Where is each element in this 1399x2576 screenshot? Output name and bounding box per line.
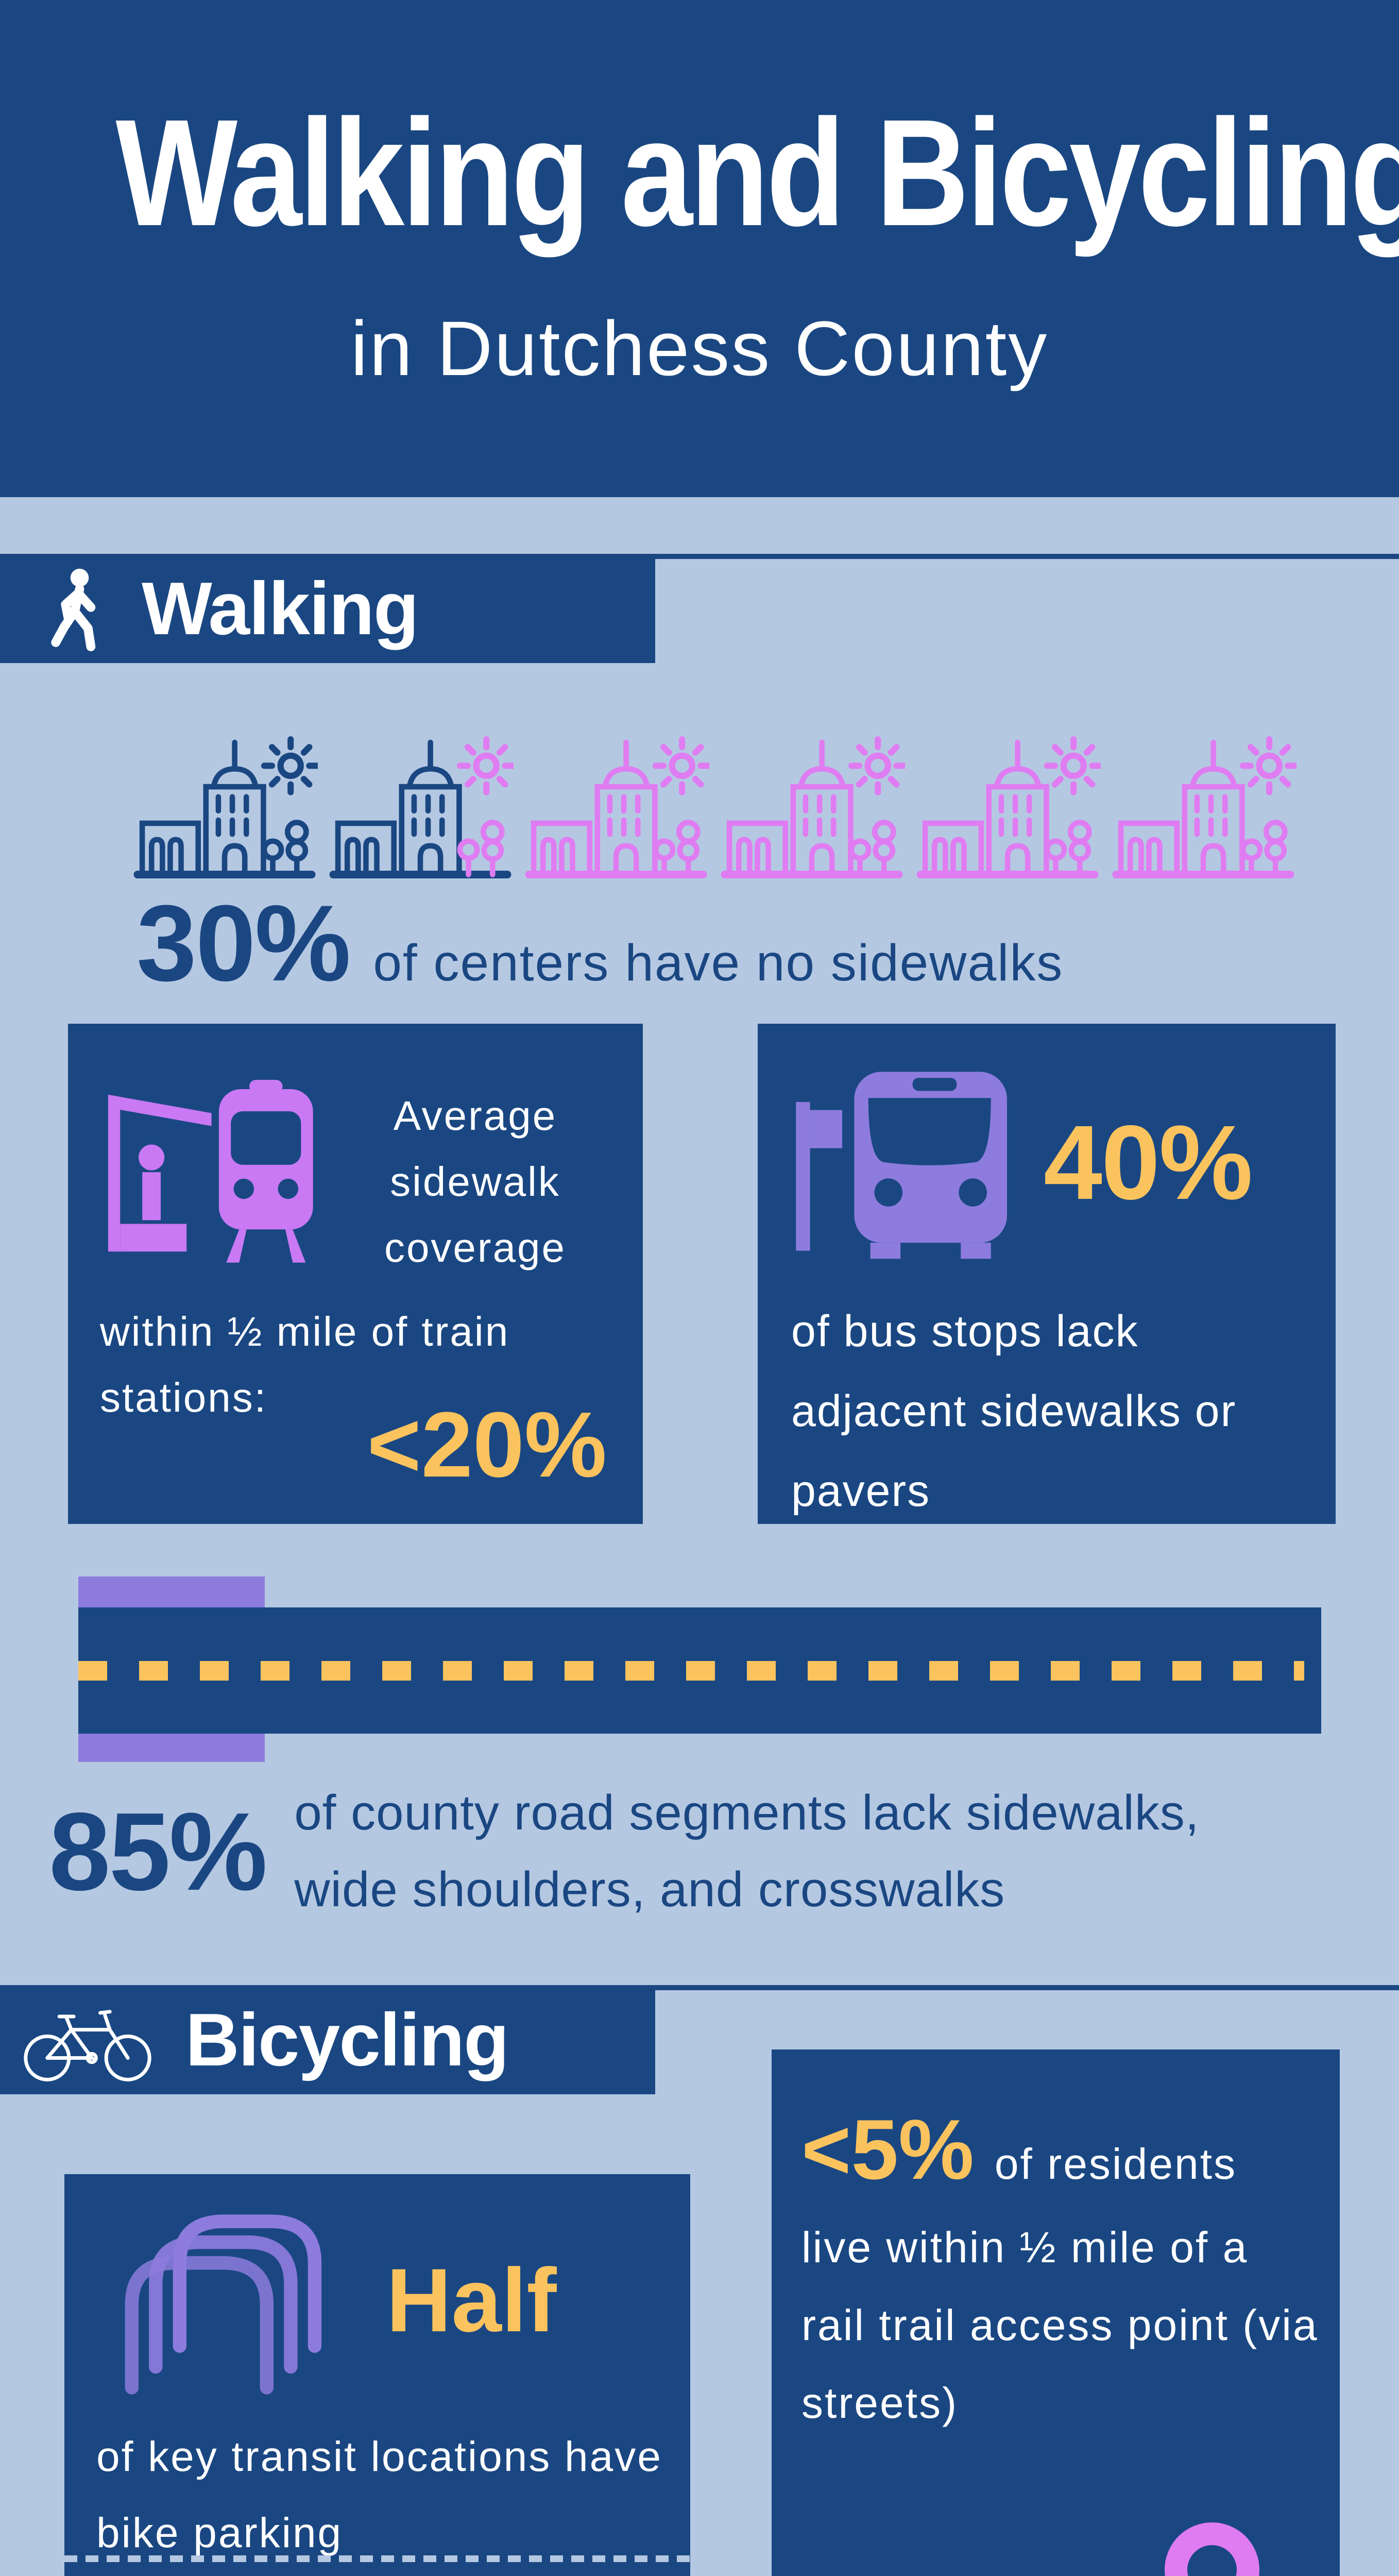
header-banner: Walking and Bicycling in Dutchess County	[0, 0, 1399, 497]
city-center-icon	[327, 714, 516, 895]
bicycling-section-rule	[0, 1985, 1399, 1990]
bicycling-section-header: Bicycling	[0, 1985, 655, 2094]
walking-person-icon	[51, 568, 96, 651]
centers-stat: 30% of centers have no sidewalks	[137, 881, 1063, 1006]
road-stat-text: of county road segments lack sidewalks, …	[294, 1785, 1200, 1917]
bicycling-section-label: Bicycling	[185, 1997, 509, 2081]
rail-card-value: <5%	[801, 2102, 974, 2197]
road-stat-value: 85%	[49, 1789, 267, 1913]
centers-stat-value: 30%	[137, 883, 351, 1004]
page-title: Walking and Bicycling	[115, 88, 1399, 258]
road-centerline	[78, 1661, 1304, 1681]
train-card-value: <20%	[367, 1393, 607, 1497]
centers-stat-text: of centers have no sidewalks	[373, 934, 1064, 992]
walking-section-header: Walking	[0, 554, 655, 663]
road-graphic	[78, 1607, 1321, 1734]
parking-card-text: of key transit locations have bike parki…	[96, 2433, 662, 2556]
rail-card-text: live within ½ mile of a rail trail acces…	[801, 2223, 1319, 2428]
bus-card-text: of bus stops lack adjacent sidewalks or …	[791, 1307, 1237, 1516]
card-divider	[64, 2555, 690, 2562]
rail-card-lead: of residents	[994, 2140, 1237, 2188]
parking-card-value: Half	[386, 2250, 557, 2351]
rail-trail-icon	[1165, 2522, 1259, 2576]
page-subtitle: in Dutchess County	[350, 305, 1049, 392]
walking-section-rule	[0, 554, 1399, 559]
train-station-icon	[108, 1080, 313, 1263]
bicycle-icon	[24, 2009, 151, 2081]
city-center-icon	[523, 714, 712, 895]
train-card-body: within ½ mile of train stations:	[100, 1309, 510, 1420]
bike-parking-card: Half of key transit locations have bike …	[64, 2174, 690, 2576]
walking-section-label: Walking	[142, 566, 419, 650]
train-sidewalk-card: Average sidewalk coverage within ½ mile …	[68, 1024, 643, 1524]
train-card-intro: Average sidewalk coverage	[384, 1093, 567, 1270]
bus-stop-icon	[796, 1072, 1008, 1259]
city-center-icon	[914, 714, 1103, 895]
bike-rack-icon	[125, 2214, 322, 2395]
road-stat: 85% of county road segments lack sidewal…	[49, 1775, 1304, 1928]
bus-card-value: 40%	[1044, 1104, 1253, 1222]
city-center-icon	[719, 714, 908, 895]
rail-trail-card: <5% of residents live within ½ mile of a…	[772, 2049, 1340, 2576]
city-center-icon	[131, 714, 320, 895]
bus-stops-card: 40% of bus stops lack adjacent sidewalks…	[758, 1024, 1336, 1524]
city-center-icon	[1110, 714, 1299, 895]
centers-pictograph	[131, 714, 1316, 895]
